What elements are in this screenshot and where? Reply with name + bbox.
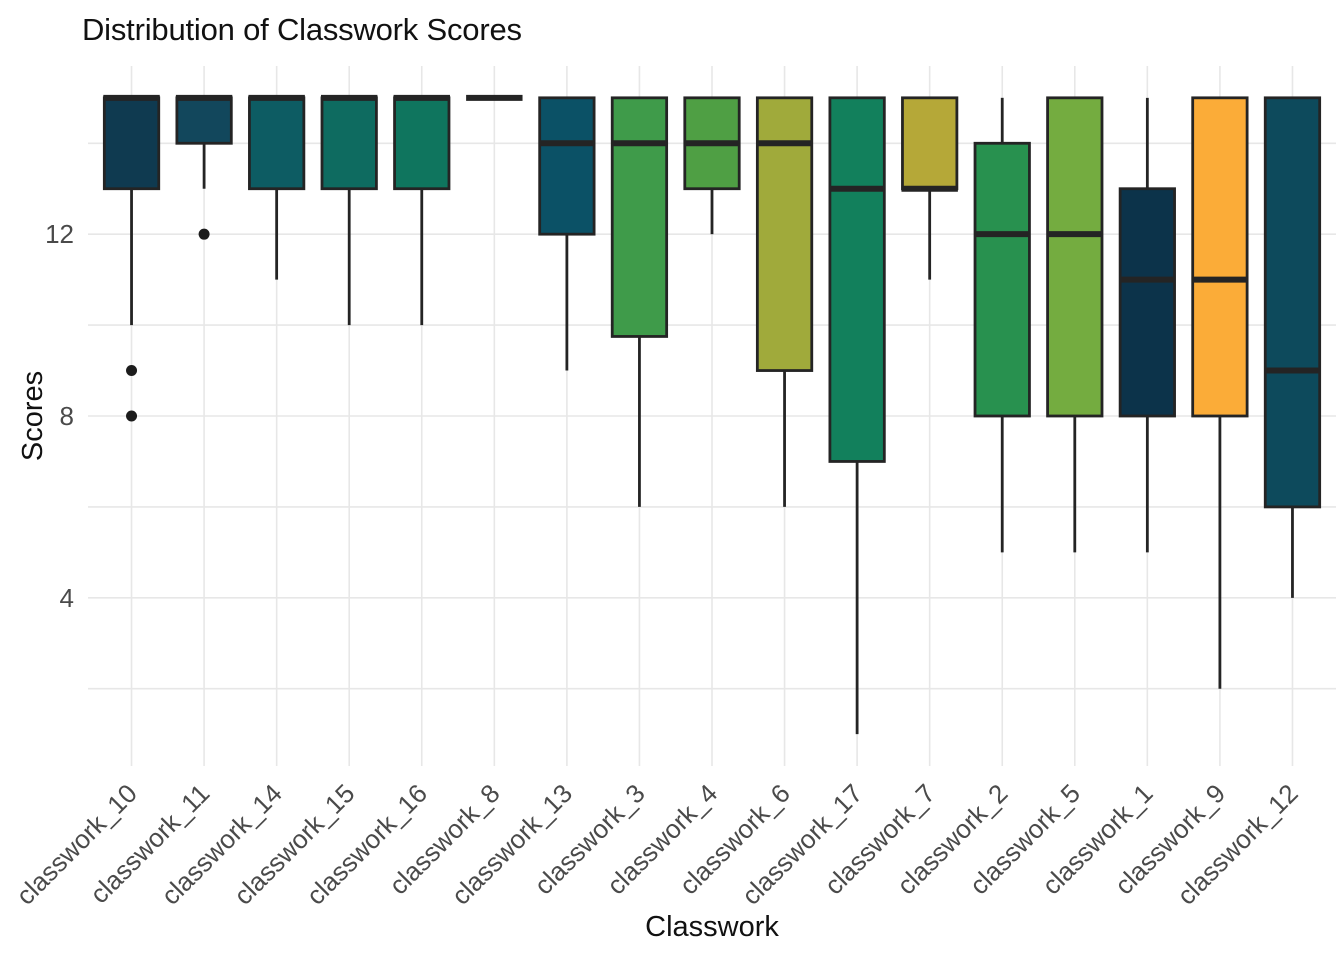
y-tick-label: 12 — [45, 219, 74, 249]
iqr-box — [610, 96, 669, 338]
box-classwork_17 — [828, 96, 886, 735]
iqr-box — [1191, 96, 1249, 418]
iqr-box — [248, 96, 306, 191]
box-classwork_13 — [538, 96, 596, 371]
box-classwork_14 — [248, 94, 306, 280]
iqr-box — [901, 96, 959, 191]
box-classwork_15 — [320, 94, 378, 326]
outlier-point — [126, 410, 138, 422]
box-classwork_4 — [683, 96, 741, 235]
outlier-point — [126, 365, 138, 377]
box-classwork_5 — [1046, 96, 1104, 553]
box-classwork_7 — [901, 96, 959, 280]
iqr-box — [828, 96, 886, 463]
x-axis-title: Classwork — [645, 911, 779, 943]
box-classwork_12 — [1263, 96, 1322, 598]
iqr-box — [755, 96, 814, 372]
iqr-box — [320, 96, 378, 191]
iqr-box — [538, 96, 596, 236]
iqr-box — [1118, 187, 1176, 418]
box-classwork_6 — [755, 96, 814, 507]
box-classwork_11 — [175, 94, 233, 240]
iqr-box — [1046, 96, 1104, 418]
y-tick-label: 4 — [60, 583, 74, 613]
outlier-point — [198, 228, 210, 240]
iqr-box — [1263, 96, 1322, 509]
box-classwork_9 — [1191, 96, 1249, 689]
box-classwork_10 — [102, 94, 161, 422]
box-classwork_2 — [973, 97, 1031, 553]
chart-title: Distribution of Classwork Scores — [82, 12, 522, 47]
iqr-box — [175, 96, 233, 145]
box-classwork_16 — [393, 94, 451, 326]
iqr-box — [393, 96, 451, 191]
y-tick-label: 8 — [60, 401, 74, 431]
iqr-box — [102, 96, 161, 191]
box-classwork_1 — [1118, 97, 1176, 553]
iqr-box — [973, 141, 1031, 418]
box-classwork_3 — [610, 96, 669, 507]
